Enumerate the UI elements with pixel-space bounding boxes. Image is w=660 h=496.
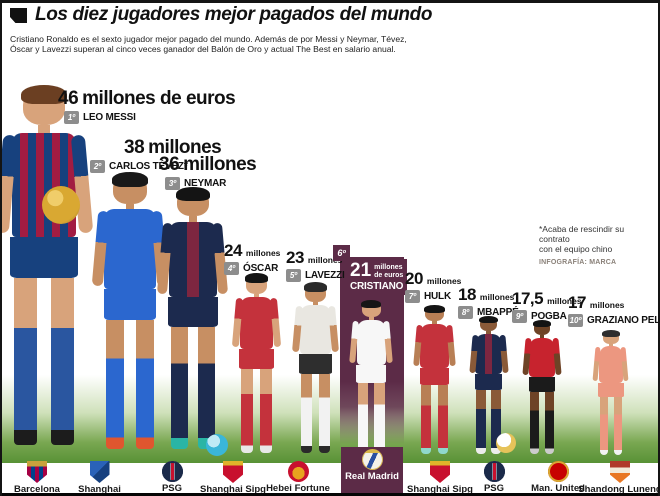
player-figure-mbappe xyxy=(466,315,511,460)
golden-ball-icon xyxy=(42,186,80,224)
psg-crest-icon xyxy=(161,461,183,482)
salary-label-pogba: 17,5 millones 9º POGBA xyxy=(512,289,582,323)
salary-label-messi: 46 millones de euros 1º LEO MESSI xyxy=(58,88,236,124)
salary-label-neymar: 36 millones 3º NEYMAR xyxy=(159,154,257,190)
subtitle: Cristiano Ronaldo es el sexto jugador me… xyxy=(10,34,407,54)
rank-badge: 4º xyxy=(224,262,239,275)
club-cell-man-united: Man. United xyxy=(522,461,594,494)
salary-label-tevez: 38 millones 2º CARLOS TÉVEZ* xyxy=(90,137,222,173)
salary-label-cristiano: 21 millones de euros CRISTIANO xyxy=(346,259,407,295)
salary-label-lavezzi: 23 millones 5º LAVEZZI xyxy=(286,248,345,282)
psg-crest-icon xyxy=(483,461,505,482)
club-cell-hebei-fortune: Hebei Fortune xyxy=(258,461,338,494)
rank-badge-cristiano: 6º xyxy=(333,245,350,261)
salary-label-oscar: 24 millones 4º ÓSCAR xyxy=(224,241,281,275)
shandong-luneng-crest-icon xyxy=(610,461,630,483)
club-cell-shanghai-sipg-2: Shanghai Sipg xyxy=(403,461,477,495)
footnote-line-2: con el equipo chino xyxy=(539,244,613,254)
club-cell-shanghai-shenhua: Shanghai Shenhua xyxy=(57,461,142,496)
player-figure-oscar xyxy=(228,273,285,460)
subtitle-line-1: Cristiano Ronaldo es el sexto jugador me… xyxy=(10,34,407,44)
player-figure-pogba xyxy=(520,319,564,460)
player-figure-pelle xyxy=(590,329,632,460)
subtitle-line-2: Óscar y Lavezzi superan al cinco veces g… xyxy=(10,44,396,54)
player-figure-lavezzi xyxy=(288,282,343,460)
club-cell-barcelona: Barcelona xyxy=(5,461,69,495)
club-cell-shandong-luneng: Shandong Luneng xyxy=(578,461,658,495)
club-cell-psg-2: PSG xyxy=(470,461,518,494)
player-figure-hulk xyxy=(410,304,459,460)
salary-label-mbappe: 18 millones 8º MBAPPÉ xyxy=(458,285,519,319)
rank-badge: 1º xyxy=(64,111,79,124)
bottom-border-bar xyxy=(2,493,658,496)
rank-badge: 2º xyxy=(90,160,105,173)
salary-label-hulk: 20 millones 7º HULK xyxy=(405,269,462,303)
page-title: Los diez jugadores mejor pagados del mun… xyxy=(35,4,433,25)
club-cell-psg: PSG xyxy=(142,461,202,494)
real-madrid-crest-icon xyxy=(361,449,383,470)
footnote: *Acaba de rescindir su contrato con el e… xyxy=(539,224,654,266)
rank-badge: 5º xyxy=(286,269,301,282)
rank-badge: 8º xyxy=(458,306,473,319)
shanghai-sipg-crest-icon xyxy=(430,461,450,483)
man-united-crest-icon xyxy=(547,461,569,482)
infographic-credit: INFOGRAFÍA: MARCA xyxy=(539,259,617,266)
player-figure-neymar xyxy=(152,186,234,460)
shanghai-shenhua-crest-icon xyxy=(89,461,110,483)
player-figure-tevez xyxy=(86,172,174,460)
player-figure-cristiano xyxy=(346,299,396,461)
club-cell-shanghai-sipg: Shanghai Sipg xyxy=(198,461,268,495)
rank-badge: 3º xyxy=(165,177,180,190)
rank-badge: 7º xyxy=(405,290,420,303)
club-cell-real-madrid: Real Madrid xyxy=(341,447,403,493)
white-gold-football-icon xyxy=(496,433,516,453)
rank-badge: 9º xyxy=(512,310,527,323)
section-marker-icon xyxy=(10,8,27,23)
rank-badge: 10º xyxy=(568,314,583,327)
shanghai-sipg-crest-icon xyxy=(223,461,243,483)
teal-football-icon xyxy=(206,434,228,456)
hebei-fortune-crest-icon xyxy=(287,461,309,482)
player-figure-messi xyxy=(2,84,100,460)
figure-head xyxy=(20,84,67,126)
footnote-line-1: *Acaba de rescindir su contrato xyxy=(539,224,625,244)
barcelona-crest-icon xyxy=(27,461,47,483)
